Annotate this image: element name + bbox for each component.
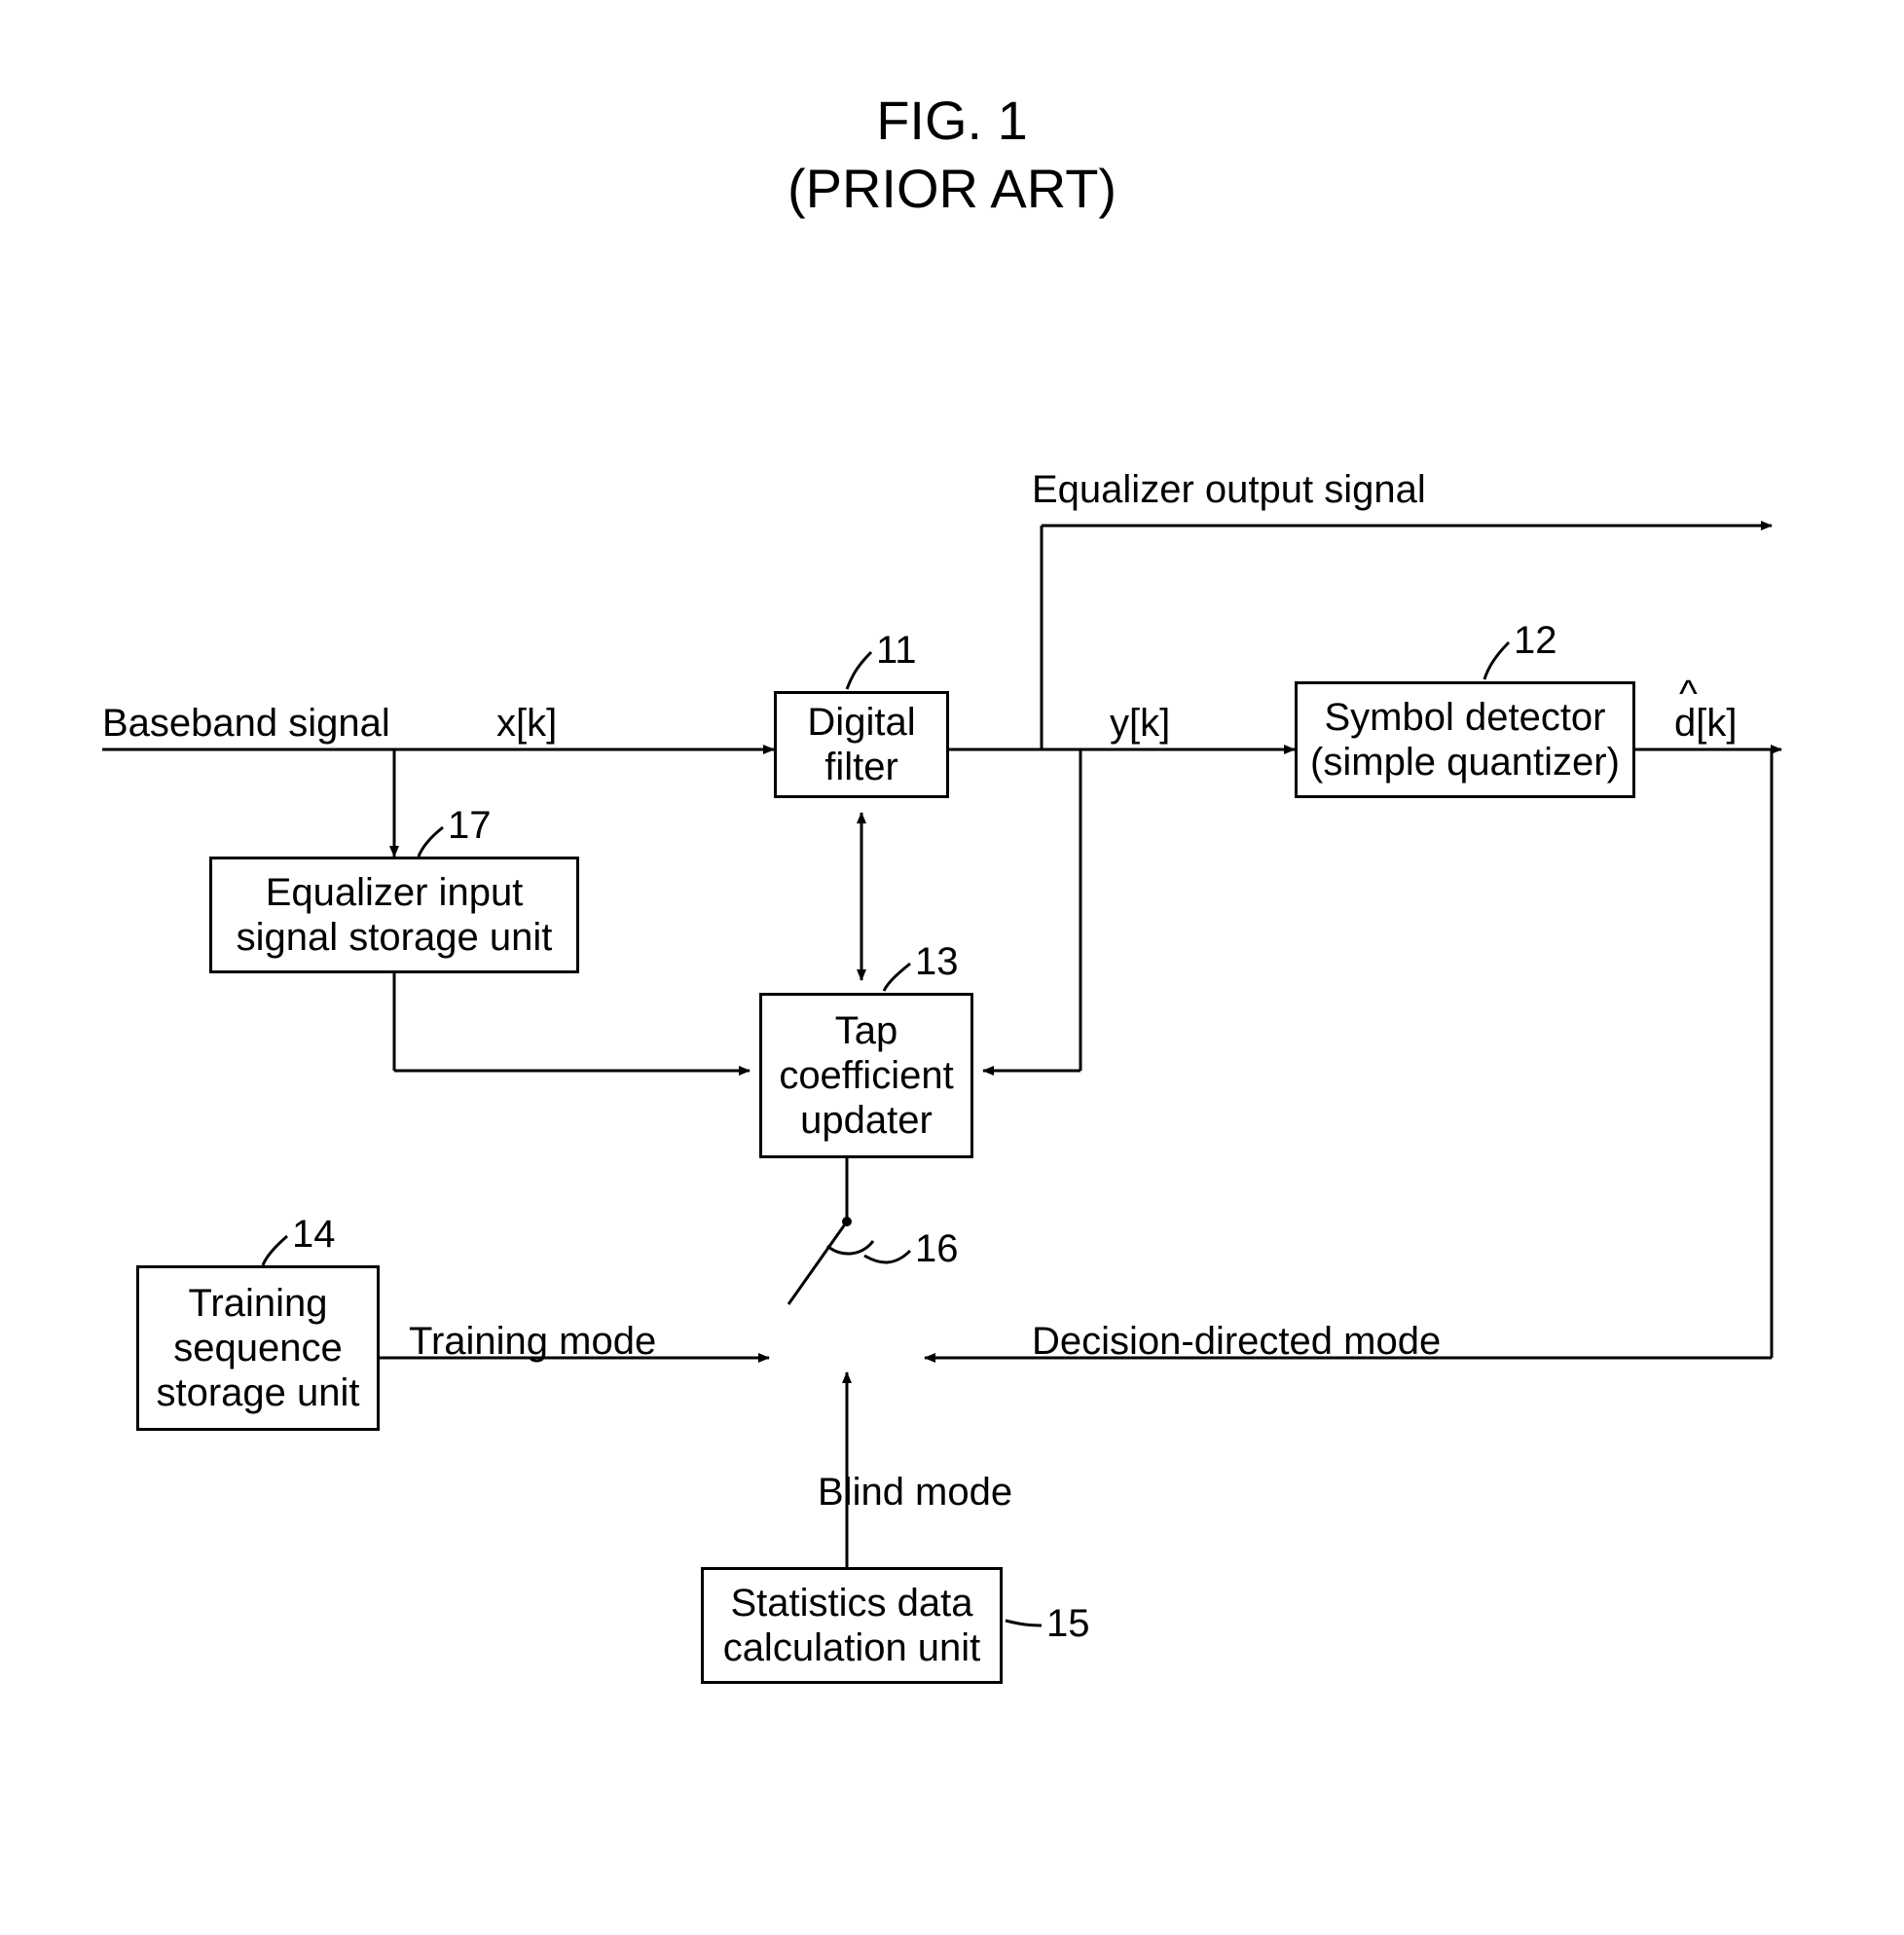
block-statistics-label: Statistics data calculation unit: [723, 1581, 981, 1670]
block-symbol-detector: Symbol detector (simple quantizer): [1295, 681, 1635, 798]
block-eq-input-storage-label: Equalizer input signal storage unit: [237, 870, 553, 960]
block-training-storage-label: Training sequence storage unit: [156, 1281, 359, 1415]
ref-17: 17: [448, 803, 492, 848]
block-digital-filter: Digital filter: [774, 691, 949, 798]
label-blind-mode: Blind mode: [818, 1470, 1012, 1515]
label-eq-output: Equalizer output signal: [1032, 467, 1426, 512]
label-baseband: Baseband signal: [102, 701, 390, 746]
ref-12: 12: [1514, 618, 1557, 663]
label-yk: y[k]: [1110, 701, 1170, 746]
ref-13: 13: [915, 939, 959, 984]
ref-15: 15: [1046, 1601, 1090, 1646]
block-tap-updater: Tap coefficient updater: [759, 993, 973, 1158]
block-digital-filter-label: Digital filter: [807, 700, 915, 789]
ref-16: 16: [915, 1226, 959, 1271]
block-symbol-detector-label: Symbol detector (simple quantizer): [1310, 695, 1620, 785]
label-xk: x[k]: [496, 701, 557, 746]
figure-title-line1: FIG. 1: [0, 88, 1904, 153]
label-decision-mode: Decision-directed mode: [1032, 1319, 1441, 1364]
block-tap-updater-label: Tap coefficient updater: [779, 1008, 953, 1143]
block-eq-input-storage: Equalizer input signal storage unit: [209, 857, 579, 973]
block-statistics: Statistics data calculation unit: [701, 1567, 1003, 1684]
ref-11: 11: [876, 628, 917, 673]
ref-14: 14: [292, 1212, 336, 1257]
figure-title-line2: (PRIOR ART): [0, 156, 1904, 221]
label-training-mode: Training mode: [409, 1319, 656, 1364]
block-training-storage: Training sequence storage unit: [136, 1265, 380, 1431]
label-dhat: d[k]: [1674, 701, 1737, 746]
diagram-canvas: FIG. 1 (PRIOR ART) Digital filter Symbol…: [0, 0, 1904, 1935]
